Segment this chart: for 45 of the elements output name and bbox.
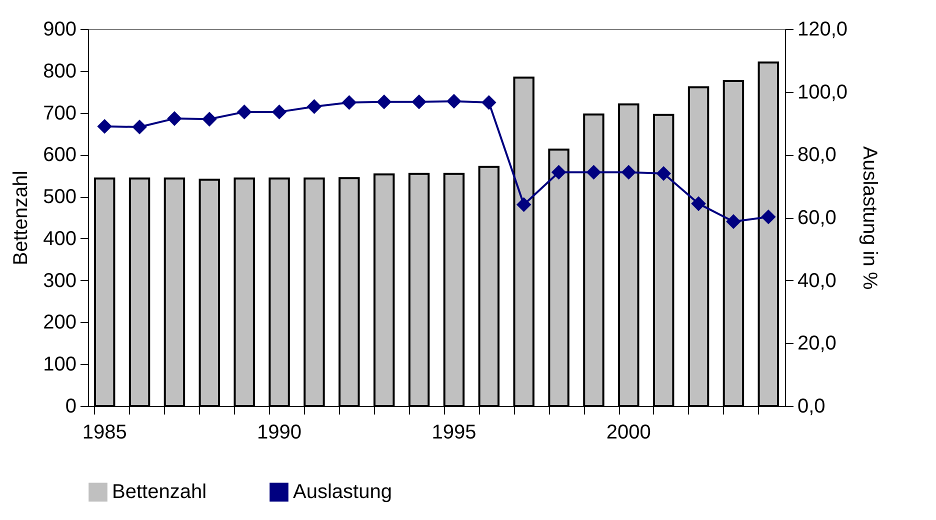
y2-tick-label: 100,0 [798, 81, 848, 104]
y-axis-title: Bettenzahl [10, 170, 32, 266]
y2-tick-label: 60,0 [798, 207, 836, 229]
x-tick-label: 1990 [257, 422, 302, 444]
point [481, 95, 496, 110]
point [551, 164, 566, 180]
legend-label: Bettenzahl [112, 481, 207, 504]
y-tick-label: 400 [43, 228, 76, 250]
y-tick-label: 800 [43, 60, 76, 82]
y-tick-label: 300 [43, 270, 76, 292]
y2-tick-label: 0,0 [798, 396, 826, 418]
y-tick-label: 900 [43, 18, 76, 40]
y2-tick-label: 20,0 [798, 332, 836, 355]
y2-tick-label: 80,0 [798, 144, 836, 166]
point [376, 94, 392, 110]
point [760, 209, 776, 224]
y2-axis-title: Auslastung in % [858, 146, 881, 290]
x-tick-label: 1985 [82, 422, 127, 444]
point [342, 95, 357, 110]
y-tick-label: 0 [65, 396, 76, 418]
y2-tick-label: 40,0 [798, 270, 836, 292]
point [236, 104, 252, 120]
point [726, 214, 741, 229]
point [691, 196, 706, 212]
y-tick-label: 700 [43, 102, 76, 124]
x-tick-label: 1995 [432, 422, 476, 444]
x-tick-label: 2000 [606, 422, 651, 444]
point [656, 166, 672, 181]
point [272, 104, 287, 120]
point [621, 164, 636, 180]
point [446, 94, 462, 109]
y-tick-label: 600 [43, 144, 76, 166]
point [202, 112, 217, 127]
point [516, 197, 532, 212]
y-tick-label: 200 [43, 312, 76, 334]
point [97, 118, 112, 134]
y-tick-label: 500 [43, 186, 76, 208]
point [586, 164, 602, 180]
point [132, 120, 147, 134]
point [306, 99, 322, 114]
legend-label: Auslastung [293, 481, 392, 504]
y-tick-label: 100 [43, 354, 76, 376]
point [412, 94, 426, 110]
point [167, 111, 182, 126]
y2-tick-label: 120,0 [798, 18, 848, 40]
